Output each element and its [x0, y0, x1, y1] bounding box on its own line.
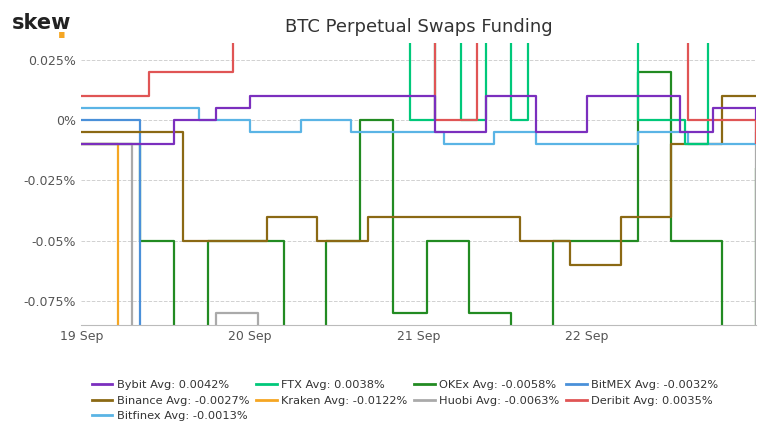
Text: .: . [56, 15, 67, 44]
Text: skew: skew [12, 13, 71, 33]
Title: BTC Perpetual Swaps Funding: BTC Perpetual Swaps Funding [284, 18, 553, 36]
Legend: Bybit Avg: 0.0042%, Binance Avg: -0.0027%, Bitfinex Avg: -0.0013%, FTX Avg: 0.00: Bybit Avg: 0.0042%, Binance Avg: -0.0027… [87, 375, 723, 426]
